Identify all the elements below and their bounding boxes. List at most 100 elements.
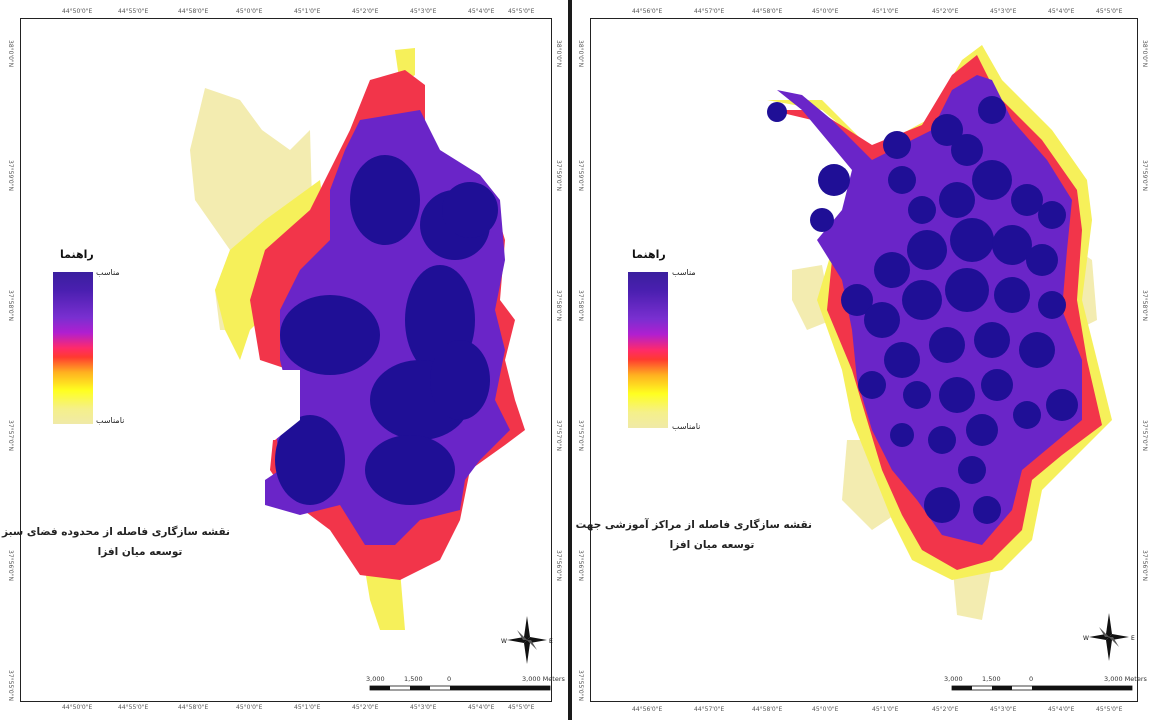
lon-tick-label: 44°58'0"E [178, 704, 209, 711]
lon-tick-label: 45°2'0"E [352, 8, 379, 15]
zone-most-suitable [430, 340, 490, 420]
lon-tick-label: 44°50'0"E [62, 8, 93, 15]
lon-tick-label: 45°5'0"E [508, 8, 535, 15]
zone-most-suitable-spot [958, 456, 986, 484]
zone-most-suitable-spot [1019, 332, 1055, 368]
zone-most-suitable-spot [888, 166, 916, 194]
scale-label: 0 [1029, 675, 1034, 683]
zone-most-suitable-spot [978, 96, 1006, 124]
title-line: توسعه میان افزا [669, 539, 755, 551]
scale-label: 3,000 [944, 675, 963, 683]
zone-most-suitable-spot [810, 208, 834, 232]
panel-divider [568, 0, 572, 720]
lon-tick-label: 45°5'0"E [1096, 8, 1123, 15]
zone-most-suitable-spot [951, 134, 983, 166]
zone-most-suitable-spot [902, 280, 942, 320]
svg-text:W: W [501, 638, 507, 645]
lon-tick-label: 45°5'0"E [508, 704, 535, 711]
map-title-left: نقشه سازگاری فاصله از محدوده فضای سبز جه… [0, 522, 230, 562]
legend-high-label: مناسب [672, 268, 696, 277]
map-frame-left [20, 18, 552, 702]
north-arrow-right: W E [1083, 613, 1135, 661]
lon-tick-label: 45°0'0"E [812, 706, 839, 713]
lon-tick-label: 45°0'0"E [236, 8, 263, 15]
zone-most-suitable-spot [994, 277, 1030, 313]
zone-most-suitable-spot [974, 322, 1010, 358]
title-line: نقشه سازگاری فاصله از مراکز آموزشی جهت [575, 519, 812, 531]
svg-text:E: E [1131, 635, 1135, 642]
zone-most-suitable-spot [1038, 201, 1066, 229]
lon-tick-label: 45°4'0"E [468, 8, 495, 15]
zone-most-suitable-spot [966, 414, 998, 446]
lon-tick-label: 45°1'0"E [872, 706, 899, 713]
scale-bar-left [369, 685, 551, 691]
suitability-map-left [190, 48, 525, 630]
zone-most-suitable-spot [1026, 244, 1058, 276]
legend-color-ramp [53, 272, 93, 424]
lon-tick-label: 44°56'0"E [632, 706, 663, 713]
legend-title: راهنما [60, 248, 94, 261]
scale-label: 1,500 [404, 675, 423, 683]
lon-tick-label: 45°3'0"E [410, 704, 437, 711]
zone-most-suitable-spot [858, 371, 886, 399]
zone-most-suitable [280, 295, 380, 375]
zone-most-suitable-spot [818, 164, 850, 196]
zone-most-suitable-spot [924, 487, 960, 523]
lon-tick-label: 44°55'0"E [118, 704, 149, 711]
map-title-right: نقشه سازگاری فاصله از مراکز آموزشی جهت ت… [575, 515, 812, 555]
scale-label: 3,000 Meters [1104, 675, 1147, 683]
scale-label: 1,500 [982, 675, 1001, 683]
map-gap [260, 370, 300, 440]
zone-most-suitable-spot [1046, 389, 1078, 421]
zone-most-suitable-spot [981, 369, 1013, 401]
zone-most-suitable-spot [945, 268, 989, 312]
scale-label: 3,000 Meters [522, 675, 565, 683]
map-panel-right: 44°56'0"E 44°57'0"E 44°58'0"E 45°0'0"E 4… [572, 0, 1153, 720]
zone-most-suitable-spot [883, 131, 911, 159]
lon-tick-label: 44°57'0"E [694, 8, 725, 15]
zone-low [365, 570, 405, 630]
lon-tick-label: 45°1'0"E [294, 704, 321, 711]
lon-tick-label: 45°2'0"E [932, 706, 959, 713]
suitability-map-right [767, 45, 1112, 620]
lon-tick-label: 45°0'0"E [812, 8, 839, 15]
zone-most-suitable-spot [929, 327, 965, 363]
lon-tick-label: 44°58'0"E [752, 706, 783, 713]
title-line: نقشه سازگاری فاصله از محدوده فضای سبز جه… [0, 526, 230, 538]
zone-most-suitable [767, 96, 1078, 524]
north-arrow-left: W E [501, 616, 553, 664]
legend-title: راهنما [632, 248, 666, 261]
zone-most-suitable [442, 182, 498, 238]
compass-rose-icon: W E [1083, 613, 1135, 661]
zone-least-suitable [190, 88, 312, 330]
scale-bar-right [951, 685, 1133, 691]
lon-tick-label: 45°1'0"E [294, 8, 321, 15]
zone-most-suitable-spot [1011, 184, 1043, 216]
zone-most-suitable-spot [907, 230, 947, 270]
zone-most-suitable-spot [972, 160, 1012, 200]
lon-tick-label: 44°57'0"E [694, 706, 725, 713]
zone-most-suitable-spot [950, 218, 994, 262]
zone-most-suitable-spot [1013, 401, 1041, 429]
legend-color-ramp [628, 272, 668, 428]
lon-tick-label: 45°4'0"E [468, 704, 495, 711]
map-panel-left: 44°50'0"E 44°55'0"E 44°58'0"E 45°0'0"E 4… [0, 0, 568, 720]
zone-most-suitable-spot [864, 302, 900, 338]
lon-tick-label: 45°5'0"E [1096, 706, 1123, 713]
lon-tick-label: 45°3'0"E [410, 8, 437, 15]
zone-most-suitable-spot [841, 284, 873, 316]
map-frame-right [590, 18, 1138, 702]
zone-most-suitable-spot [992, 225, 1032, 265]
lon-tick-label: 45°3'0"E [990, 8, 1017, 15]
zone-most-suitable-spot [931, 114, 963, 146]
lon-tick-label: 44°58'0"E [752, 8, 783, 15]
zone-most-suitable-spot [908, 196, 936, 224]
legend-low-label: نامناسب [96, 416, 125, 425]
svg-text:E: E [549, 638, 553, 645]
zone-most-suitable-spot [903, 381, 931, 409]
zone-most-suitable-spot [928, 426, 956, 454]
lon-tick-label: 45°2'0"E [352, 704, 379, 711]
lon-tick-label: 44°56'0"E [632, 8, 663, 15]
zone-most-suitable-spot [874, 252, 910, 288]
title-line: توسعه میان افزا [97, 546, 183, 558]
